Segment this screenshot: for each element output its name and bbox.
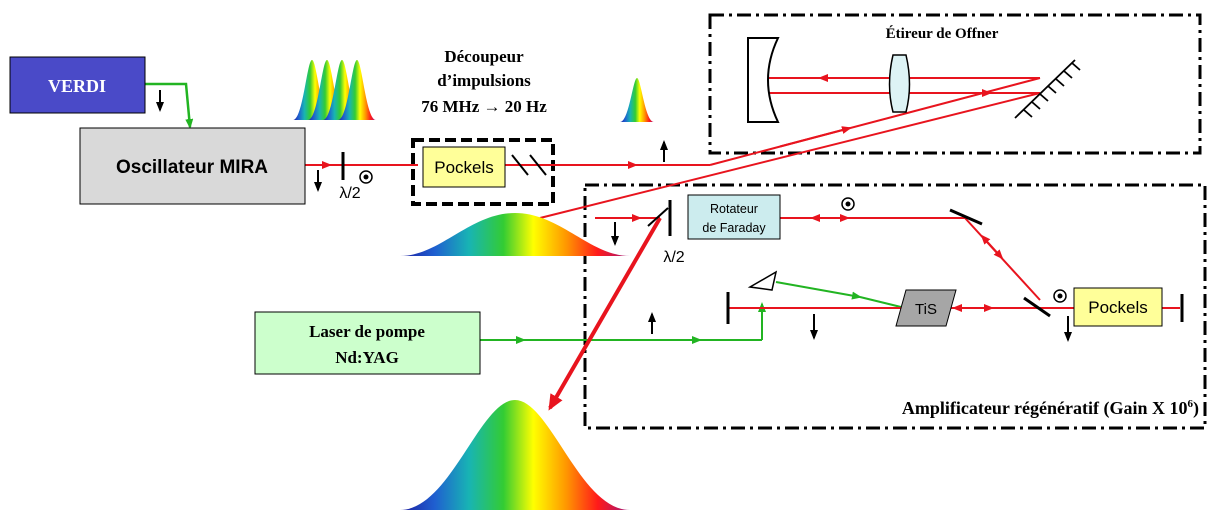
amplifier-title-close: ) xyxy=(1193,398,1199,419)
pulse-picker-title-1: Découpeur xyxy=(444,47,524,66)
amp-diag-dbl-b xyxy=(991,246,1004,260)
tis-label: TiS xyxy=(915,301,937,318)
amplifier-box xyxy=(583,183,1207,430)
polarizer-2 xyxy=(529,154,547,176)
offner-convex-mirror xyxy=(888,54,911,113)
verdi-pump-beam xyxy=(145,82,194,129)
pump-laser-label-2: Nd:YAG xyxy=(335,348,399,367)
output-beam xyxy=(548,216,662,411)
amp-fold-mirror-1 xyxy=(949,208,983,226)
oscillator-label: Oscillateur MIRA xyxy=(116,157,268,178)
pockels-picker-box xyxy=(422,146,506,188)
stretcher-in-arrow xyxy=(779,126,852,148)
pockels-picker-label: Pockels xyxy=(434,158,494,177)
amp-diag-dbl-a xyxy=(980,234,993,248)
pulse-train xyxy=(293,60,376,120)
half-wave-label-2: λ/2 xyxy=(663,249,684,266)
pol-dot-2 xyxy=(841,197,855,211)
offner-concave-mirror xyxy=(747,37,780,123)
faraday-box xyxy=(687,194,781,240)
amp-input-polarizer xyxy=(647,207,669,227)
pulse-picker-title-2: d’impulsions xyxy=(437,71,531,90)
grating xyxy=(1014,59,1081,119)
amplifier-title-exp: 6 xyxy=(1188,398,1194,410)
stretcher-box xyxy=(708,13,1202,155)
pulse-picker-box xyxy=(411,138,555,206)
pockels-amp-box xyxy=(1073,287,1163,327)
oscillator-box xyxy=(79,127,306,205)
verdi-box xyxy=(9,56,146,114)
pump-beam-tis xyxy=(859,296,906,309)
stretched-spectrum xyxy=(400,213,630,256)
amplifier-title-main: Amplificateur régénératif (Gain X 10 xyxy=(902,398,1188,419)
faraday-label-2: de Faraday xyxy=(702,221,766,235)
amp-fold-mirror-2 xyxy=(1023,296,1051,318)
pol-dot-3 xyxy=(1053,289,1067,303)
stretcher-out-beam xyxy=(539,92,1041,219)
verdi-label: VERDI xyxy=(48,76,106,96)
faraday-label-1: Rotateur xyxy=(710,202,758,216)
stretcher-title: Étireur de Offner xyxy=(886,25,999,42)
pump-laser-label-1: Laser de pompe xyxy=(309,322,425,341)
pol-dot-1 xyxy=(359,170,373,184)
pump-beam-prism xyxy=(775,281,862,300)
amplifier-title: Amplificateur régénératif (Gain X 106) xyxy=(902,398,1199,419)
pockels-amp-label: Pockels xyxy=(1088,298,1148,317)
amplified-spectrum xyxy=(400,400,630,510)
half-wave-label-1: λ/2 xyxy=(339,185,360,202)
single-pulse xyxy=(620,78,654,122)
pump-laser-box xyxy=(254,311,481,375)
pulse-picker-rate: 76 MHz → 20 Hz xyxy=(421,97,547,116)
polarizer-1 xyxy=(511,154,529,176)
pump-prism xyxy=(747,270,778,291)
amp-diag-beam xyxy=(964,217,1041,301)
tis-crystal xyxy=(895,289,957,327)
